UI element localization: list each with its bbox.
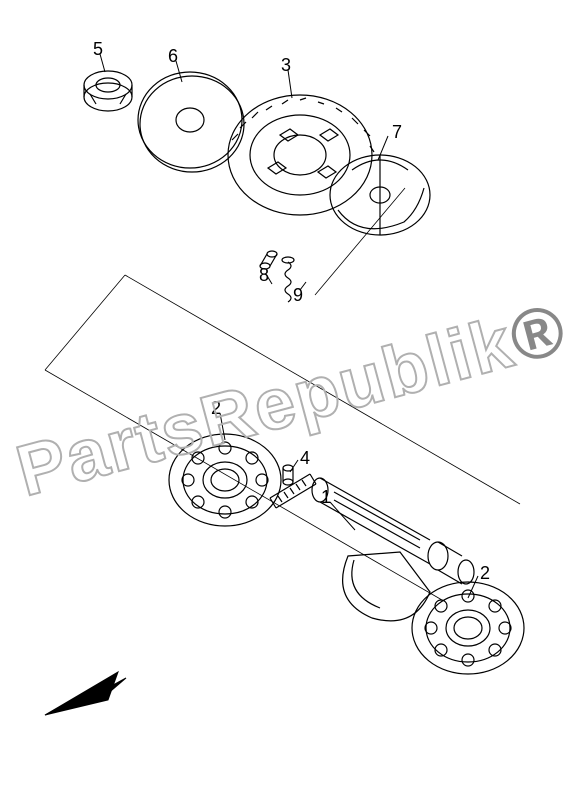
callout-1: 1 [321, 487, 331, 508]
callout-8: 8 [259, 265, 269, 286]
callout-9: 9 [293, 285, 303, 306]
callout-4: 4 [300, 448, 310, 469]
diagram-container: 1223456789 PartsRepublik® [0, 0, 584, 800]
callout-3: 3 [281, 55, 291, 76]
callout-2: 2 [211, 398, 221, 419]
lines-svg [0, 0, 584, 800]
callout-2: 2 [480, 563, 490, 584]
callout-6: 6 [168, 46, 178, 67]
callout-5: 5 [93, 39, 103, 60]
callout-7: 7 [392, 122, 402, 143]
